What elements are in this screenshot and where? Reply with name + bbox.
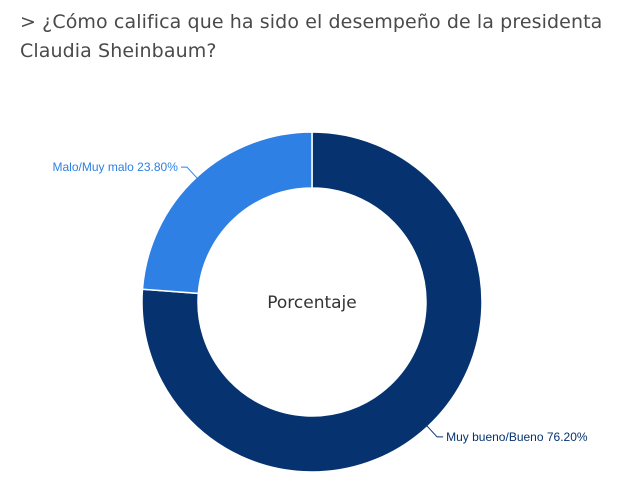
center-label: Porcentaje: [267, 293, 357, 313]
data-label: Muy bueno/Bueno 76.20%: [446, 430, 588, 444]
slice-muy-bueno-bueno: [141, 131, 483, 473]
chart-title: > ¿Cómo califica que ha sido el desempeñ…: [20, 11, 603, 62]
slice-malo-muy-malo: [141, 131, 313, 295]
leader-line: [425, 424, 444, 438]
leader-line: [180, 166, 199, 180]
data-label: Malo/Muy malo 23.80%: [52, 160, 178, 174]
